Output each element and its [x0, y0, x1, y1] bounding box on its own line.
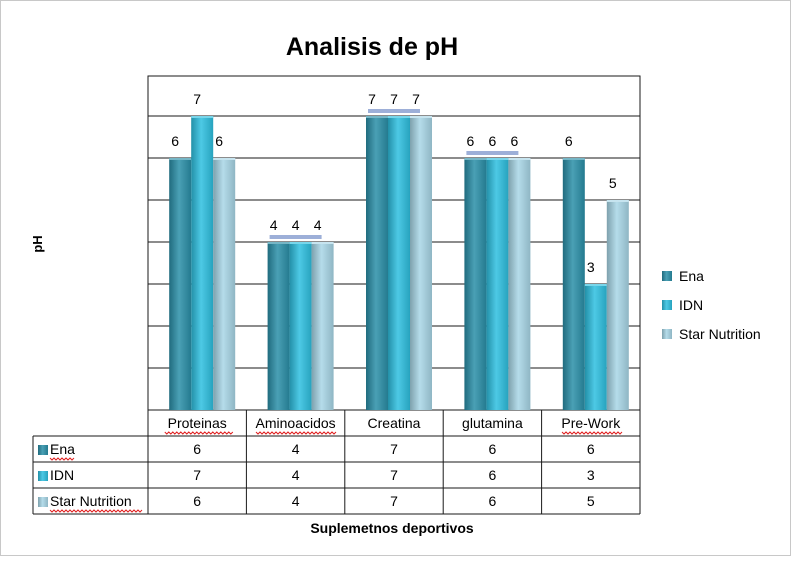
data-label: 5 — [609, 175, 617, 191]
legend-label: Star Nutrition — [679, 326, 761, 342]
category-label: Pre-Work — [561, 415, 621, 431]
bar-highlight — [213, 158, 236, 160]
data-label: 7 — [193, 91, 201, 107]
bar-idn-creatina — [388, 116, 410, 410]
data-label: 7 — [368, 91, 376, 107]
table-legend-key — [38, 445, 48, 455]
bar-highlight — [584, 284, 607, 286]
bar-ena-aminoacidos — [267, 242, 290, 410]
table-cell: 6 — [193, 441, 201, 457]
spellcheck-underline — [561, 431, 623, 435]
bars — [169, 116, 629, 410]
table-cell: 7 — [390, 493, 398, 509]
table-cell: 6 — [489, 441, 497, 457]
bar-highlight — [464, 158, 487, 160]
table-cell: 6 — [489, 493, 497, 509]
chart-title: Analisis de pH — [286, 33, 458, 61]
bar-highlight — [508, 158, 531, 160]
spellcheck-underline — [49, 509, 143, 513]
bar-highlight — [366, 116, 388, 118]
spellcheck-underline — [255, 431, 337, 435]
bar-highlight — [388, 116, 410, 118]
table-cell: 7 — [390, 441, 398, 457]
legend-label: IDN — [679, 297, 703, 313]
bar-idn-proteinas — [191, 116, 214, 410]
spellcheck-underline — [164, 431, 234, 435]
table-cell: 6 — [587, 441, 595, 457]
bar-highlight — [562, 158, 585, 160]
label-underline — [390, 109, 420, 113]
data-label: 7 — [390, 91, 398, 107]
legend-key — [662, 329, 672, 339]
bar-highlight — [191, 116, 214, 118]
category-label: Proteinas — [168, 415, 227, 431]
table-cell: 3 — [587, 467, 595, 483]
table-legend-key — [38, 497, 48, 507]
bar-highlight — [169, 158, 192, 160]
data-label: 4 — [314, 217, 322, 233]
bar-highlight — [267, 242, 290, 244]
data-label: 3 — [587, 259, 595, 275]
table-legend-key — [38, 471, 48, 481]
legend-key — [662, 271, 672, 281]
table-series-label: IDN — [50, 467, 74, 483]
bar-idn-aminoacidos — [289, 242, 312, 410]
table-cell: 4 — [292, 467, 300, 483]
bar-highlight — [311, 242, 334, 244]
bar-star-nutrition-glutamina — [508, 158, 531, 410]
bar-ena-creatina — [366, 116, 388, 410]
category-label: glutamina — [462, 415, 523, 431]
bar-ena-glutamina — [464, 158, 487, 410]
category-label: Creatina — [368, 415, 421, 431]
data-label: 6 — [171, 133, 179, 149]
table-cell: 7 — [390, 467, 398, 483]
table-cell: 4 — [292, 441, 300, 457]
bar-star-nutrition-proteinas — [213, 158, 236, 410]
data-label: 6 — [215, 133, 223, 149]
bar-star-nutrition-pre-work — [606, 200, 629, 410]
data-label: 6 — [565, 133, 573, 149]
bar-idn-glutamina — [486, 158, 509, 410]
data-table: Proteinas Aminoacidos Creatina glutamina Pre… — [32, 410, 641, 515]
bar-highlight — [289, 242, 312, 244]
data-label: 6 — [467, 133, 475, 149]
table-cell: 7 — [193, 467, 201, 483]
category-label: Aminoacidos — [256, 415, 336, 431]
bar-star-nutrition-creatina — [410, 116, 432, 410]
bar-highlight — [486, 158, 509, 160]
table-series-label: Ena — [50, 441, 75, 457]
table-series-label: Star Nutrition — [50, 493, 132, 509]
spellcheck-underline — [49, 457, 75, 461]
y-axis-label: pH — [30, 235, 45, 252]
bar-idn-pre-work — [584, 284, 607, 410]
bar-ena-pre-work — [562, 158, 585, 410]
bar-star-nutrition-aminoacidos — [311, 242, 334, 410]
label-underline — [488, 151, 519, 155]
legend-key — [662, 300, 672, 310]
x-axis-label: Suplemetnos deportivos — [310, 520, 474, 536]
bar-ena-proteinas — [169, 158, 192, 410]
data-label: 4 — [292, 217, 300, 233]
table-cell: 5 — [587, 493, 595, 509]
label-underline — [291, 235, 322, 239]
legend: Ena IDN Star Nutrition — [662, 268, 761, 342]
table-cell: 6 — [489, 467, 497, 483]
data-label: 6 — [489, 133, 497, 149]
table-cell: 4 — [292, 493, 300, 509]
data-label: 7 — [412, 91, 420, 107]
bar-highlight — [606, 200, 629, 202]
data-label: 4 — [270, 217, 278, 233]
bar-highlight — [410, 116, 432, 118]
table-cell: 6 — [193, 493, 201, 509]
data-label: 6 — [511, 133, 519, 149]
legend-label: Ena — [679, 268, 704, 284]
